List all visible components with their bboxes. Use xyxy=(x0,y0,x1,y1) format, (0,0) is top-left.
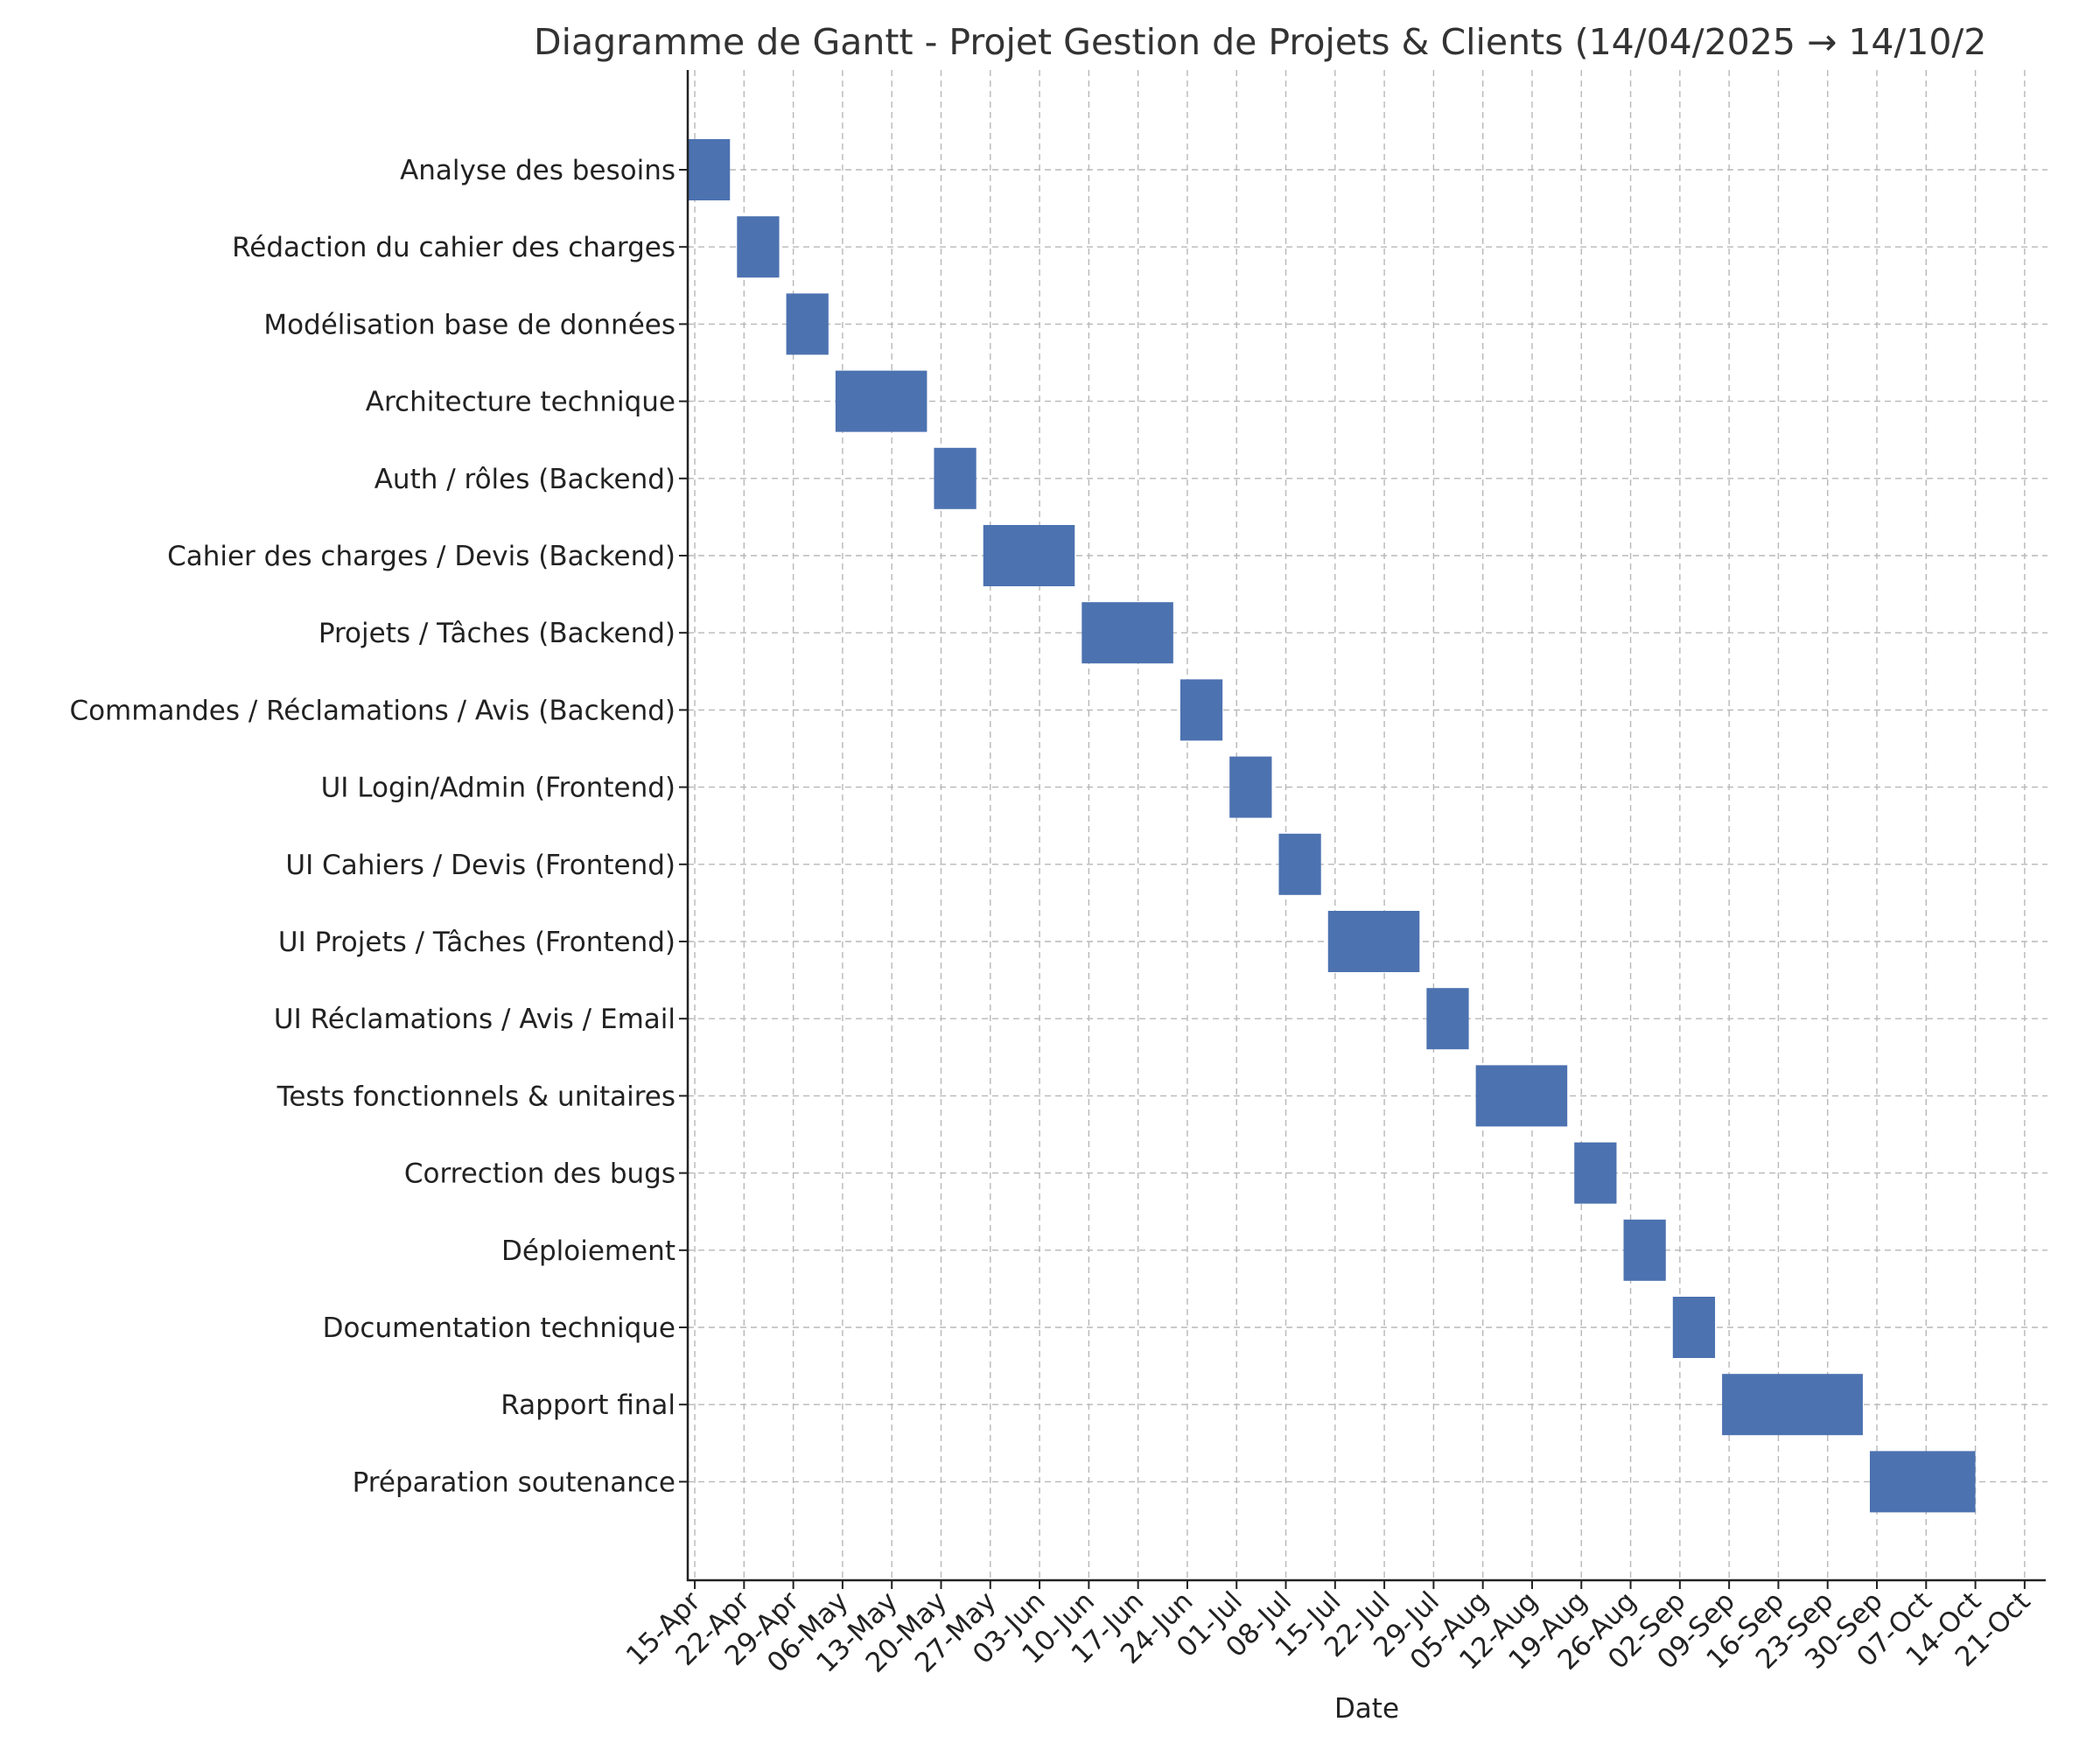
task-label: Modélisation base de données xyxy=(263,309,676,340)
task-label: Analyse des besoins xyxy=(400,155,676,186)
chart-title: Diagramme de Gantt - Projet Gestion de P… xyxy=(534,21,1986,63)
task-label: Documentation technique xyxy=(323,1312,676,1344)
gantt-bar xyxy=(1722,1374,1863,1436)
gantt-bar xyxy=(1229,756,1272,818)
x-axis-title: Date xyxy=(1334,1693,1399,1725)
gantt-bar xyxy=(1278,833,1321,895)
task-label: Architecture technique xyxy=(366,387,676,418)
gantt-bar xyxy=(1082,602,1173,664)
task-label: Rédaction du cahier des charges xyxy=(232,232,676,263)
gantt-bar xyxy=(983,525,1075,586)
task-label: Préparation soutenance xyxy=(353,1466,676,1498)
gantt-bar xyxy=(1574,1142,1617,1204)
label-layer: 15-Apr22-Apr29-Apr06-May13-May20-May27-M… xyxy=(69,155,2036,1679)
task-label: Rapport final xyxy=(500,1390,676,1421)
gantt-bar xyxy=(1869,1451,1976,1513)
gantt-bar xyxy=(1672,1297,1716,1358)
task-label: Auth / rôles (Backend) xyxy=(374,464,676,495)
gantt-bar xyxy=(835,370,928,432)
bar-layer xyxy=(688,139,1976,1513)
task-label: Projets / Tâches (Backend) xyxy=(318,618,676,649)
task-label: Correction des bugs xyxy=(404,1158,676,1190)
gantt-bar xyxy=(1426,988,1469,1050)
gantt-bar xyxy=(737,216,780,278)
gantt-bar xyxy=(1475,1065,1568,1127)
task-label: UI Projets / Tâches (Frontend) xyxy=(278,927,676,958)
gantt-bar xyxy=(688,139,731,200)
task-label: UI Cahiers / Devis (Frontend) xyxy=(285,850,676,881)
gantt-bar xyxy=(1623,1219,1666,1281)
task-label: Commandes / Réclamations / Avis (Backend… xyxy=(69,695,676,726)
task-label: Déploiement xyxy=(501,1236,676,1267)
gantt-bar xyxy=(1327,911,1420,972)
task-label: UI Réclamations / Avis / Email xyxy=(274,1004,676,1035)
gantt-bar xyxy=(934,447,976,509)
axis-layer xyxy=(679,70,2046,1589)
gantt-bar xyxy=(786,293,829,355)
task-label: UI Login/Admin (Frontend) xyxy=(321,773,676,804)
task-label: Cahier des charges / Devis (Backend) xyxy=(167,541,676,572)
task-label: Tests fonctionnels & unitaires xyxy=(276,1081,676,1112)
gantt-bar xyxy=(1180,679,1223,741)
